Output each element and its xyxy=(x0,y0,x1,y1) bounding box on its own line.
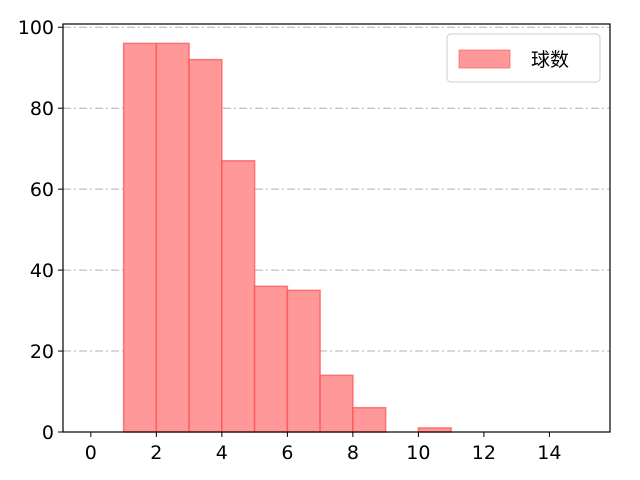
y-axis: 0 20 40 60 80 100 xyxy=(18,17,63,444)
legend-label: 球数 xyxy=(531,49,569,71)
bars xyxy=(122,42,452,433)
histogram-bar xyxy=(155,42,190,433)
histogram-bar xyxy=(253,285,289,433)
histogram-bar xyxy=(188,58,223,433)
legend: 球数 xyxy=(446,33,601,83)
y-tick-label: 0 xyxy=(42,422,54,444)
legend-box xyxy=(446,33,601,83)
x-tick-label: 14 xyxy=(537,442,561,464)
x-tick-label: 8 xyxy=(347,442,359,464)
x-tick-label: 4 xyxy=(216,442,228,464)
histogram-bar xyxy=(122,42,158,433)
y-tick-label: 20 xyxy=(30,341,54,363)
x-axis: 0 2 4 6 8 10 12 14 xyxy=(85,432,561,464)
x-tick-label: 2 xyxy=(150,442,162,464)
legend-swatch xyxy=(458,49,511,69)
histogram-bar xyxy=(352,406,387,433)
plot-frame xyxy=(62,23,611,433)
y-tick-label: 40 xyxy=(30,260,54,282)
histogram-bar xyxy=(286,289,321,433)
x-tick-label: 0 xyxy=(85,442,97,464)
y-tick-label: 80 xyxy=(30,98,54,120)
histogram-bar xyxy=(221,160,256,433)
y-tick-label: 100 xyxy=(18,17,54,39)
x-tick-label: 10 xyxy=(406,442,430,464)
y-tick-label: 60 xyxy=(30,179,54,201)
x-tick-label: 12 xyxy=(472,442,496,464)
histogram-bar xyxy=(319,374,354,433)
x-tick-label: 6 xyxy=(281,442,293,464)
histogram-bar xyxy=(417,427,452,433)
